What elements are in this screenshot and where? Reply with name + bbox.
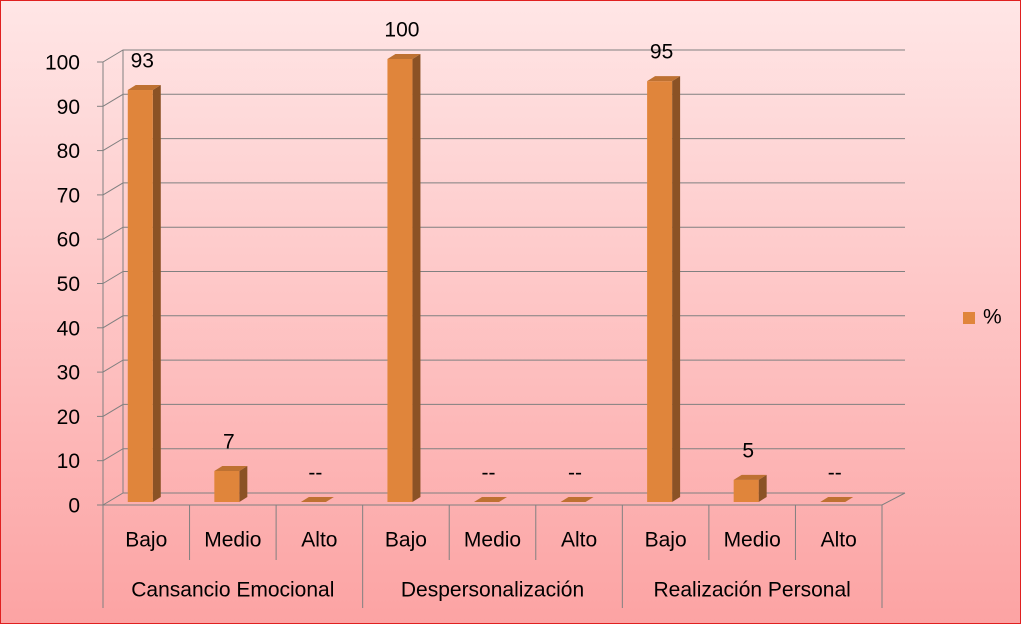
data-label: 7 bbox=[223, 431, 235, 454]
y-tick-label: 70 bbox=[57, 184, 80, 207]
y-tick-label: 60 bbox=[57, 229, 80, 252]
data-label: -- bbox=[568, 462, 582, 485]
y-tick-label: 30 bbox=[57, 362, 80, 385]
grid-line bbox=[102, 93, 905, 107]
bar bbox=[820, 497, 854, 502]
y-tick-label: 80 bbox=[57, 140, 80, 163]
x-tick-label: Medio bbox=[724, 529, 781, 552]
y-tick-label: 100 bbox=[45, 52, 80, 75]
grid-line bbox=[102, 403, 905, 417]
bar bbox=[733, 474, 767, 502]
y-tick-label: 10 bbox=[57, 450, 80, 473]
bar bbox=[127, 85, 161, 502]
data-label: -- bbox=[482, 462, 496, 485]
data-label: -- bbox=[828, 462, 842, 485]
grid-line bbox=[102, 138, 905, 152]
y-tick-label: 40 bbox=[57, 317, 80, 340]
data-label: 93 bbox=[131, 50, 154, 73]
x-tick-label: Alto bbox=[821, 529, 857, 552]
data-label: -- bbox=[308, 462, 322, 485]
x-tick-label: Bajo bbox=[125, 529, 167, 552]
grid-line bbox=[102, 492, 905, 506]
x-tick-label: Alto bbox=[561, 529, 597, 552]
grid-line bbox=[102, 315, 905, 329]
group-label: Realización Personal bbox=[654, 579, 851, 602]
bar bbox=[560, 497, 594, 502]
grid-line bbox=[102, 182, 905, 196]
bar bbox=[300, 497, 334, 502]
grid-line bbox=[102, 226, 905, 240]
grid-line bbox=[102, 49, 905, 63]
x-tick-label: Medio bbox=[464, 529, 521, 552]
data-label: 100 bbox=[384, 19, 419, 42]
bar bbox=[474, 497, 507, 502]
x-tick-label: Medio bbox=[204, 529, 261, 552]
bar bbox=[387, 54, 421, 502]
data-label: 95 bbox=[650, 41, 673, 64]
x-tick-label: Bajo bbox=[645, 529, 687, 552]
grid-line bbox=[102, 359, 905, 373]
y-tick-label: 0 bbox=[68, 495, 80, 518]
x-tick-label: Alto bbox=[301, 529, 337, 552]
data-label: 5 bbox=[742, 439, 754, 462]
legend-swatch bbox=[963, 312, 975, 324]
y-tick-label: 20 bbox=[57, 406, 80, 429]
grid-line bbox=[102, 271, 905, 284]
x-tick-label: Bajo bbox=[385, 529, 427, 552]
grid-line bbox=[102, 448, 905, 462]
bar bbox=[214, 465, 248, 502]
y-tick-label: 50 bbox=[57, 273, 80, 296]
y-tick-label: 90 bbox=[57, 96, 80, 119]
bar bbox=[647, 76, 681, 503]
group-label: Despersonalización bbox=[401, 579, 584, 602]
group-label: Cansancio Emocional bbox=[131, 579, 334, 602]
legend-label: % bbox=[983, 306, 1002, 329]
